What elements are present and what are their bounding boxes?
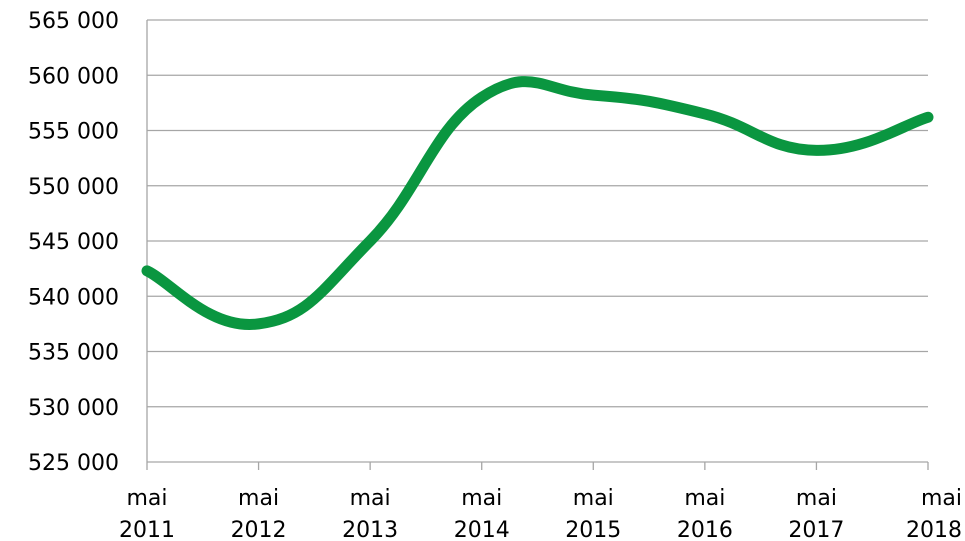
y-tick-label: 535 000: [28, 341, 119, 366]
y-tick-label: 525 000: [28, 451, 119, 476]
y-tick-label: 540 000: [28, 285, 119, 310]
series-line: [141, 76, 934, 330]
x-tick-month: mai: [461, 486, 502, 511]
x-tick-year: 2014: [454, 518, 510, 541]
x-axis: mai 2011 mai 2012 mai 2013 mai 2014 mai 2015 mai 20…: [119, 20, 962, 541]
x-tick-month: mai: [350, 486, 391, 511]
grid-lines: [147, 19, 928, 408]
x-tick-month: mai: [238, 486, 279, 511]
x-tick-label: mai 2011: [119, 486, 175, 541]
x-tick-year: 2011: [119, 518, 175, 541]
x-tick-year: 2012: [231, 518, 287, 541]
y-tick-label: 565 000: [28, 9, 119, 34]
y-axis-tick-labels: 525 000 530 000 535 000 540 000 545 000 550 0…: [28, 9, 119, 476]
x-tick-year: 2015: [565, 518, 621, 541]
x-tick-year: 2018: [906, 518, 962, 541]
x-tick-month: mai: [684, 486, 725, 511]
x-tick-label: mai 2012: [231, 486, 287, 541]
series-lines: [141, 76, 934, 330]
x-tick-month: mai: [573, 486, 614, 511]
y-tick-label: 560 000: [28, 64, 119, 89]
x-tick-label: mai 2018: [906, 486, 962, 541]
x-tick-month: mai: [921, 486, 962, 511]
x-tick-label: mai 2017: [788, 486, 844, 541]
x-tick-label: mai 2015: [565, 486, 621, 541]
x-tick-label: mai 2013: [342, 486, 398, 541]
x-tick-label: mai 2014: [454, 486, 510, 541]
x-tick-year: 2013: [342, 518, 398, 541]
y-tick-label: 545 000: [28, 230, 119, 255]
x-tick-year: 2017: [788, 518, 844, 541]
x-tick-month: mai: [126, 486, 167, 511]
x-tick-year: 2016: [677, 518, 733, 541]
y-tick-label: 555 000: [28, 120, 119, 145]
x-tick-month: mai: [796, 486, 837, 511]
y-tick-label: 550 000: [28, 175, 119, 200]
y-tick-label: 530 000: [28, 396, 119, 421]
x-tick-label: mai 2016: [677, 486, 733, 541]
